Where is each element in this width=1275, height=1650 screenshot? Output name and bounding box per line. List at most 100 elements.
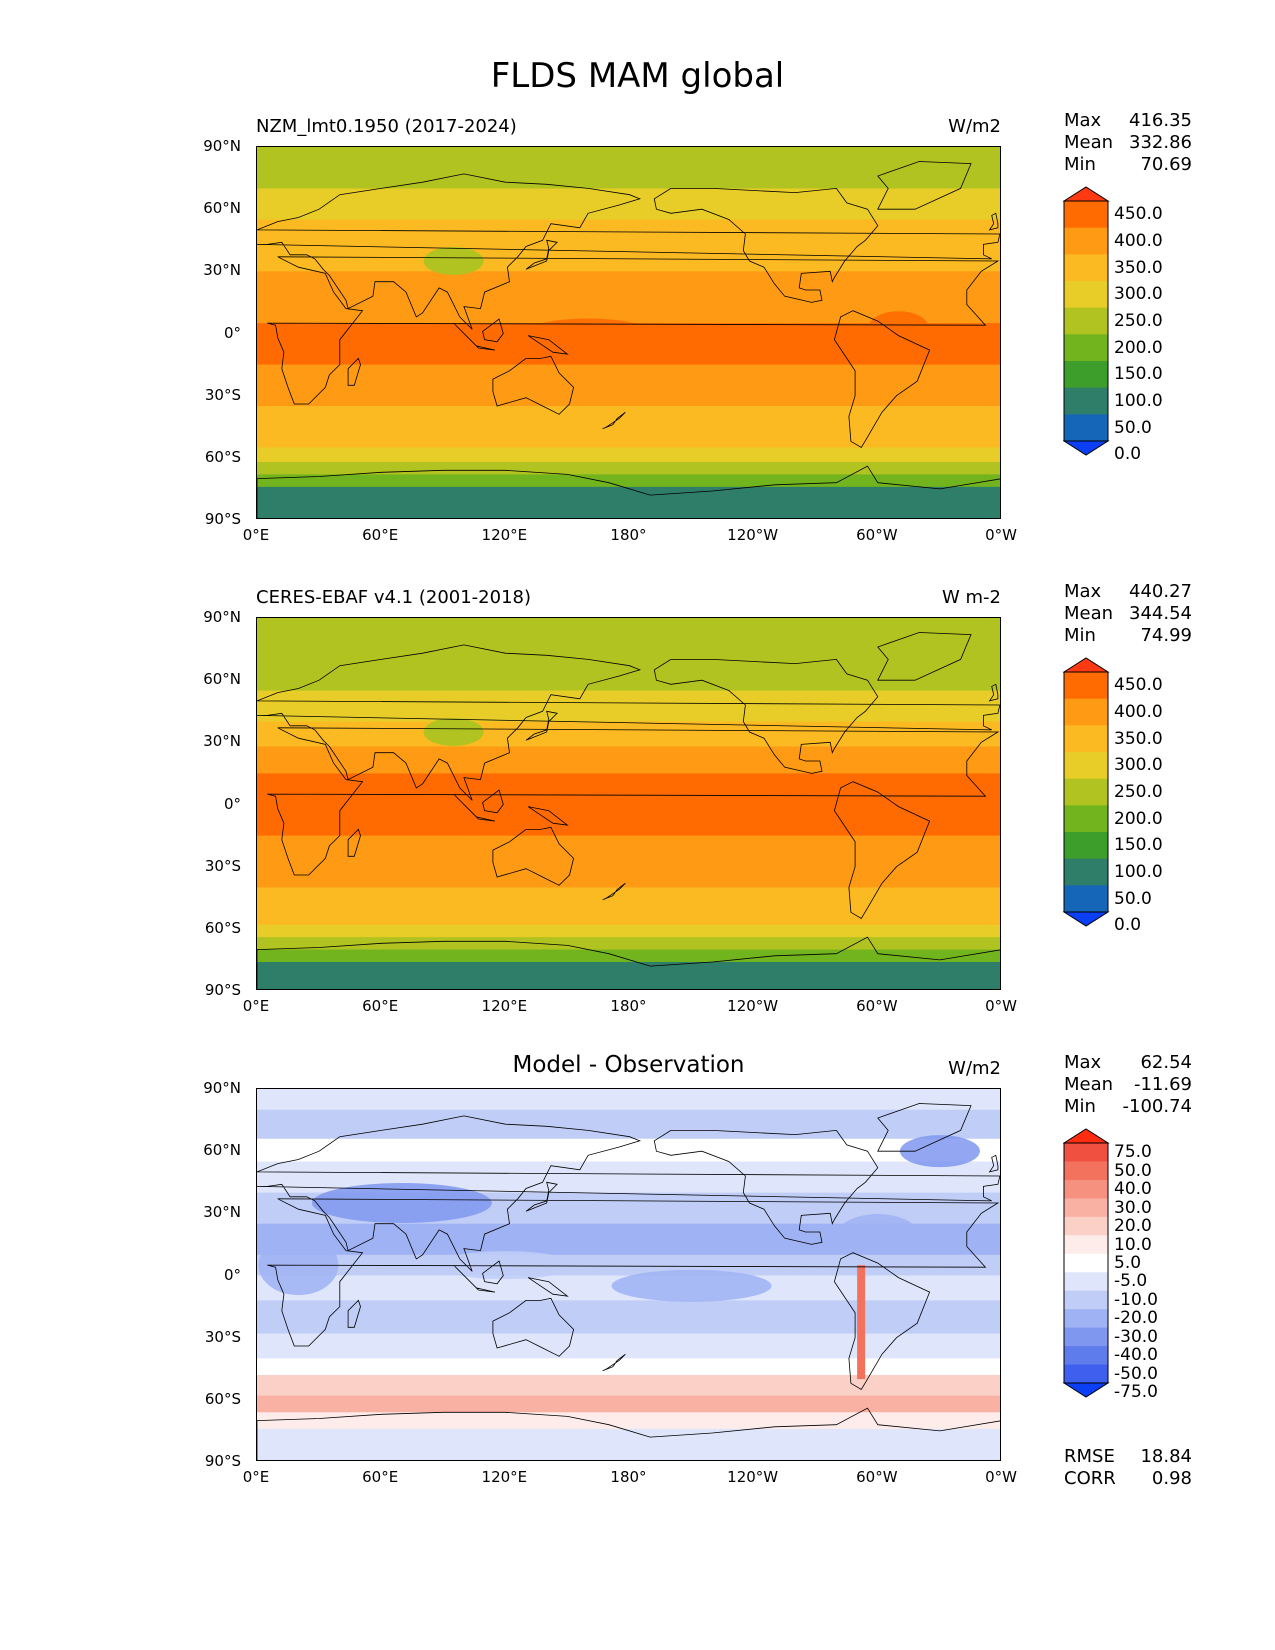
max-label: Max	[1064, 581, 1102, 602]
colorbar-tick-label: 100.0	[1114, 862, 1163, 882]
corr-value: 0.98	[1151, 1468, 1192, 1489]
rmse-label: RMSE	[1064, 1446, 1115, 1467]
field-band	[257, 1300, 1000, 1335]
max-label: Max	[1064, 110, 1102, 131]
field-band	[257, 638, 1000, 660]
lon-tick-label: 60°E	[362, 1468, 399, 1486]
field-band	[257, 219, 1000, 252]
colorbar-tick-label: 50.0	[1114, 1160, 1152, 1181]
colorbar-segment	[1064, 1346, 1108, 1365]
field-band	[257, 250, 1000, 272]
colorbar-tick-label: -75.0	[1114, 1382, 1158, 1403]
lon-tick-label: 60°E	[362, 997, 399, 1015]
colorbar-segment	[1064, 1327, 1108, 1347]
field-patch	[518, 318, 659, 357]
field-band	[257, 461, 1000, 475]
colorbar-extend-top	[1062, 1128, 1110, 1144]
colorbar-segment	[1064, 1364, 1108, 1384]
lat-tick-label: 90°N	[203, 137, 241, 155]
colorbar	[1062, 657, 1113, 933]
mean-value: -11.69	[1133, 1074, 1192, 1095]
lat-tick-label: 60°N	[203, 1141, 241, 1160]
stats-box: Max 440.27 Mean 344.54 Min 74.99	[1064, 581, 1192, 647]
panel-title: Model - Observation	[512, 1052, 745, 1078]
colorbar-tick-label: 400.0	[1114, 702, 1163, 722]
colorbar-tick-label: 150.0	[1114, 364, 1163, 385]
colorbar-segment	[1064, 832, 1108, 860]
mean-label: Mean	[1064, 132, 1114, 153]
max-value: 62.54	[1140, 1052, 1192, 1073]
colorbar-segment	[1064, 858, 1108, 886]
field-band	[257, 503, 1000, 518]
field-band	[257, 721, 1000, 747]
colorbar	[1062, 186, 1113, 462]
lon-tick-label: 0°E	[242, 526, 270, 544]
colorbar-tick-label: 0.0	[1114, 915, 1142, 936]
lat-tick-label: 90°N	[203, 1079, 241, 1097]
mean-label: Mean	[1064, 603, 1114, 624]
colorbar-tick-label: 350.0	[1114, 257, 1163, 278]
panel-model: NZM_lmt0.1950 (2017-2024) W/m2 Max 416.35…	[0, 110, 1275, 576]
field-band	[257, 1374, 1000, 1397]
field-band	[257, 690, 1000, 723]
colorbar-extend-bottom	[1062, 440, 1110, 456]
field-band	[257, 949, 1000, 963]
field-patch	[435, 1251, 576, 1280]
colorbar-tick-label: 400.0	[1114, 231, 1163, 251]
field-band	[257, 364, 1000, 386]
lon-tick-label: 0°W	[985, 997, 1017, 1015]
lat-tick-label: 90°N	[203, 608, 241, 626]
colorbar-segment	[1064, 334, 1108, 362]
colorbar	[1062, 1128, 1113, 1404]
colorbar-frame	[1063, 1142, 1109, 1384]
field-band	[257, 978, 1000, 989]
field-band	[257, 961, 1000, 980]
colorbar-segment	[1064, 805, 1108, 833]
field-patch	[611, 1269, 772, 1302]
field-patch	[302, 803, 523, 836]
colorbar-segment	[1064, 281, 1108, 309]
field-band	[257, 659, 1000, 692]
lon-tick-label: 60°W	[856, 1468, 898, 1486]
field-band	[257, 1138, 1000, 1163]
field-patch	[311, 1182, 492, 1223]
field-band	[257, 385, 1000, 407]
field-band	[257, 1333, 1000, 1359]
field-band	[257, 618, 1000, 640]
colorbar-segment	[1064, 1161, 1108, 1181]
colorbar-frame	[1063, 671, 1109, 913]
lat-tick-label: 0°	[223, 794, 241, 813]
panel-title: NZM_lmt0.1950 (2017-2024)	[256, 116, 517, 137]
colorbar-tick-label: 75.0	[1114, 1142, 1152, 1163]
panel-title: CERES-EBAF v4.1 (2001-2018)	[256, 587, 532, 608]
colorbar-tick-label: 10.0	[1114, 1234, 1152, 1255]
field-band	[257, 1428, 1000, 1446]
field-band	[257, 188, 1000, 221]
field-band	[257, 271, 1000, 303]
colorbar-tick-label: -20.0	[1114, 1308, 1158, 1329]
field-patch	[423, 717, 484, 746]
lon-tick-label: 180°	[610, 997, 647, 1015]
colorbar-frame	[1063, 200, 1109, 442]
colorbar-tick-label: 450.0	[1114, 204, 1163, 225]
colorbar-tick-label: 20.0	[1114, 1216, 1152, 1237]
colorbar-tick-label: 40.0	[1114, 1179, 1152, 1200]
lon-tick-label: 120°E	[481, 997, 528, 1015]
colorbar-segment	[1064, 1198, 1108, 1218]
colorbar-tick-label: 450.0	[1114, 675, 1163, 696]
page-title: FLDS MAM global	[490, 56, 785, 96]
colorbar-tick-label: 350.0	[1114, 728, 1163, 749]
colorbar-segment	[1064, 414, 1108, 442]
min-label: Min	[1064, 625, 1096, 646]
colorbar-tick-label: 200.0	[1114, 808, 1163, 829]
coastline	[257, 1103, 1000, 1460]
lon-tick-label: 60°E	[362, 526, 399, 544]
colorbar-extend-bottom	[1062, 1382, 1110, 1398]
map-observation	[256, 617, 1001, 990]
field-band	[257, 1445, 1000, 1460]
colorbar-segment	[1064, 307, 1108, 335]
colorbar-segment	[1064, 885, 1108, 913]
lon-tick-label: 120°E	[481, 526, 528, 544]
field-band	[257, 486, 1000, 504]
field-band	[257, 1395, 1000, 1413]
